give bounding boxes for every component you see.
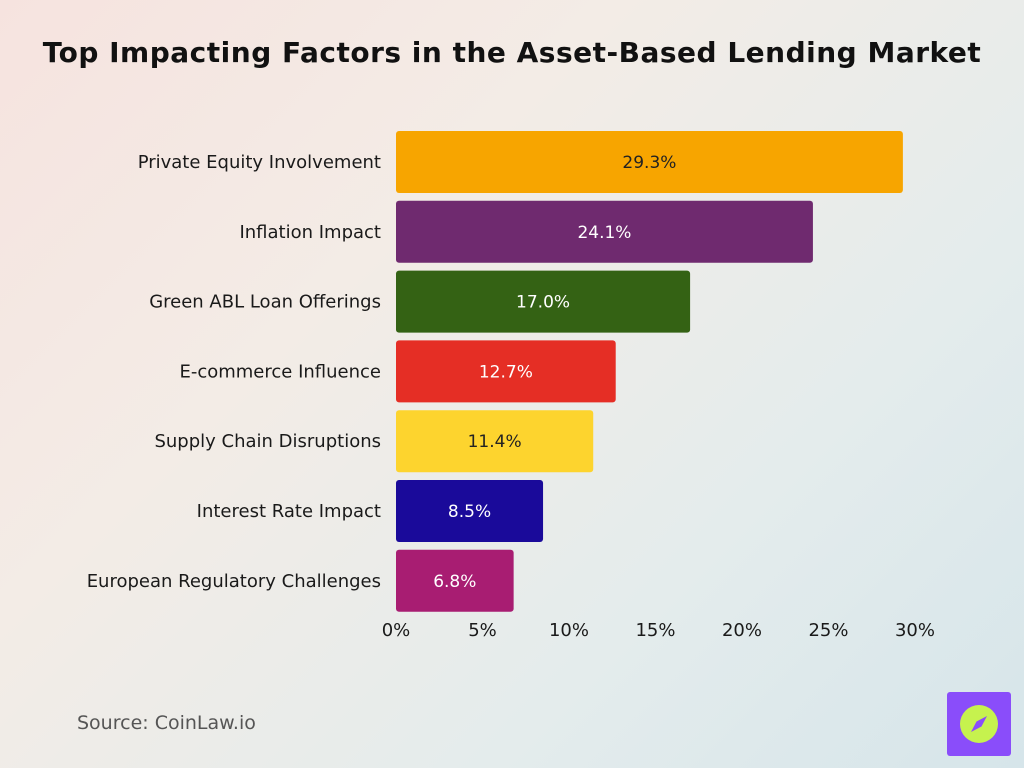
bars-group: 29.3% 24.1% 17.0% 12.7% 11.4% 8.5% 6.8% bbox=[396, 131, 903, 612]
chart-title: Top Impacting Factors in the Asset-Based… bbox=[42, 36, 982, 69]
bar-1 bbox=[396, 200, 813, 263]
data-label-3: 12.7% bbox=[479, 362, 533, 382]
source-text: Source: CoinLaw.io bbox=[77, 712, 256, 734]
category-label-2: Green ABL Loan Offerings bbox=[149, 292, 381, 313]
x-tick-label-6: 30% bbox=[895, 620, 935, 641]
x-tick-label-3: 15% bbox=[635, 620, 675, 641]
bar-4 bbox=[396, 410, 594, 473]
bar-3 bbox=[396, 340, 616, 403]
x-tick-label-1: 5% bbox=[468, 620, 497, 641]
category-label-0: Private Equity Involvement bbox=[138, 152, 381, 173]
brand-logo bbox=[947, 692, 1011, 756]
category-labels-group: Private Equity Involvement Inflation Impa… bbox=[87, 152, 381, 592]
category-label-4: Supply Chain Disruptions bbox=[154, 431, 381, 452]
x-tick-label-2: 10% bbox=[549, 620, 589, 641]
category-label-3: E-commerce Influence bbox=[179, 361, 381, 382]
compass-icon bbox=[960, 705, 998, 743]
category-label-1: Inflation Impact bbox=[239, 222, 381, 243]
data-label-6: 6.8% bbox=[433, 572, 476, 592]
bar-2 bbox=[396, 270, 691, 333]
category-label-5: Interest Rate Impact bbox=[197, 501, 381, 522]
x-axis-ticks-group: 0% 5% 10% 15% 20% 25% 30% bbox=[382, 620, 935, 641]
data-label-0: 29.3% bbox=[622, 153, 676, 173]
x-tick-label-4: 20% bbox=[722, 620, 762, 641]
data-label-5: 8.5% bbox=[448, 502, 491, 522]
x-tick-label-0: 0% bbox=[382, 620, 411, 641]
data-label-4: 11.4% bbox=[468, 432, 522, 452]
bar-0 bbox=[396, 131, 903, 193]
bar-5 bbox=[396, 480, 544, 542]
data-label-2: 17.0% bbox=[516, 293, 570, 313]
bar-6 bbox=[396, 549, 514, 612]
data-label-1: 24.1% bbox=[577, 223, 631, 243]
x-tick-label-5: 25% bbox=[808, 620, 848, 641]
category-label-6: European Regulatory Challenges bbox=[87, 571, 381, 592]
